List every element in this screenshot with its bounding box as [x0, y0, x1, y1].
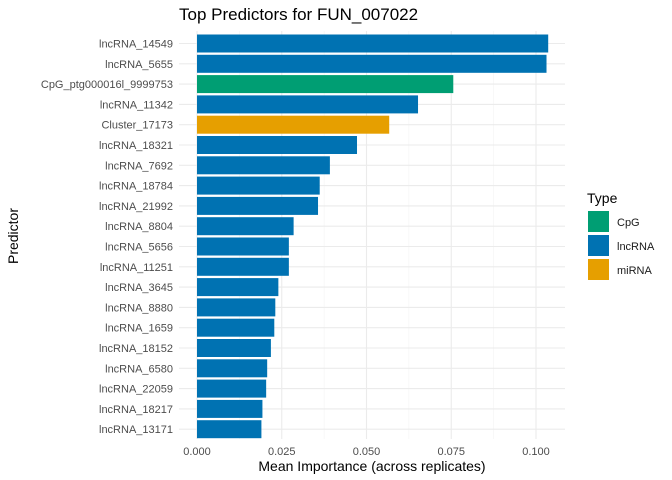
y-tick-label: lncRNA_18217 — [99, 404, 173, 416]
x-tick-labels: 0.000 0.025 0.050 0.075 0.100 — [183, 446, 550, 458]
legend-label-cpg: CpG — [617, 217, 640, 229]
y-tick-label: lncRNA_11251 — [100, 262, 173, 274]
legend-title: Type — [587, 190, 618, 206]
bar-lncrna-1659 — [197, 318, 275, 337]
y-tick-label: lncRNA_5655 — [105, 59, 173, 71]
y-tick-label: lncRNA_22059 — [99, 384, 173, 396]
y-tick-label: lncRNA_1659 — [105, 323, 173, 335]
bar-lncrna-22059 — [197, 379, 267, 398]
bar-cpg-ptg000016l-9999753 — [197, 75, 454, 94]
x-tick-label: 0.050 — [353, 446, 381, 458]
y-tick-label: lncRNA_8804 — [105, 221, 173, 233]
y-tick-label: lncRNA_6580 — [105, 363, 173, 375]
legend: Type CpG lncRNA miRNA — [587, 190, 655, 280]
x-tick-label: 0.025 — [268, 446, 296, 458]
bar-lncrna-5656 — [197, 237, 289, 256]
y-tick-label: lncRNA_18152 — [99, 343, 173, 355]
bar-lncrna-21992 — [197, 196, 319, 215]
x-axis-title: Mean Importance (across replicates) — [258, 458, 485, 474]
bar-lncrna-8880 — [197, 298, 276, 317]
bar-lncrna-5655 — [197, 54, 547, 73]
bar-lncrna-11251 — [197, 257, 289, 276]
y-tick-label: lncRNA_5656 — [105, 242, 173, 254]
legend-key-cpg — [588, 211, 609, 232]
y-axis-title: Predictor — [5, 208, 21, 264]
y-tick-label: lncRNA_8880 — [105, 302, 173, 314]
bar-lncrna-13171 — [197, 420, 262, 439]
y-tick-label: lncRNA_13171 — [99, 424, 173, 436]
y-tick-label: lncRNA_11342 — [100, 99, 173, 111]
bar-lncrna-3645 — [197, 278, 279, 297]
bar-lncrna-11342 — [197, 95, 419, 114]
y-tick-label: lncRNA_3645 — [105, 282, 173, 294]
legend-key-lncrna — [588, 235, 609, 256]
legend-label-lncrna: lncRNA — [617, 241, 655, 253]
x-tick-label: 0.075 — [437, 446, 465, 458]
bar-lncrna-6580 — [197, 359, 268, 378]
x-tick-label: 0.100 — [522, 446, 550, 458]
legend-label-mirna: miRNA — [617, 265, 652, 277]
legend-key-mirna — [588, 259, 609, 280]
bar-lncrna-18217 — [197, 399, 263, 418]
y-tick-label: lncRNA_7692 — [105, 160, 173, 172]
y-tick-label: CpG_ptg000016l_9999753 — [41, 79, 173, 91]
y-tick-label: lncRNA_14549 — [99, 39, 173, 51]
bar-lncrna-8804 — [197, 217, 294, 236]
y-tick-label: lncRNA_18321 — [99, 140, 173, 152]
bar-lncrna-14549 — [197, 34, 549, 53]
bar-lncrna-18784 — [197, 176, 320, 195]
chart-title: Top Predictors for FUN_007022 — [179, 5, 418, 24]
y-tick-label: Cluster_17173 — [101, 120, 173, 132]
y-tick-labels: lncRNA_14549 lncRNA_5655 CpG_ptg000016l_99… — [41, 39, 173, 437]
bar-cluster-17173 — [197, 115, 390, 134]
bar-lncrna-7692 — [197, 156, 330, 175]
bars — [197, 34, 549, 439]
bar-lncrna-18321 — [197, 136, 358, 154]
x-tick-label: 0.000 — [183, 446, 211, 458]
bar-lncrna-18152 — [197, 339, 271, 357]
y-tick-label: lncRNA_21992 — [99, 201, 173, 213]
y-tick-label: lncRNA_18784 — [99, 181, 173, 193]
